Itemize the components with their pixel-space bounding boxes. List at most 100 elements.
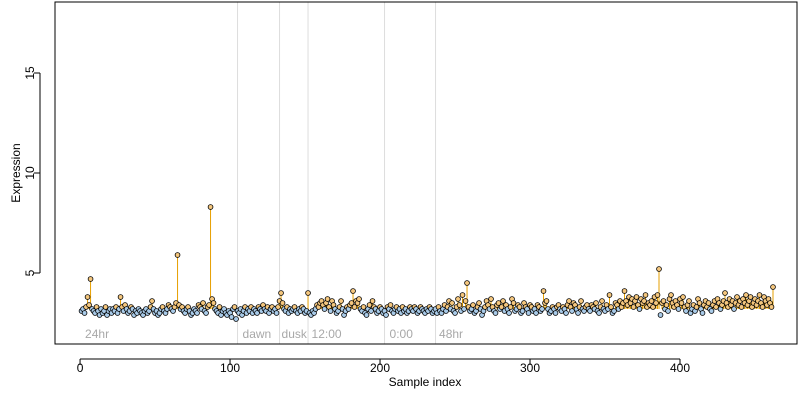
point — [540, 288, 547, 294]
point — [683, 308, 689, 314]
point — [650, 304, 656, 310]
x-tick-label: 300 — [520, 361, 540, 375]
point — [350, 288, 356, 294]
point — [356, 296, 362, 302]
point — [525, 310, 532, 316]
plot-box — [54, 1, 798, 345]
point — [81, 310, 88, 316]
point — [731, 306, 737, 312]
point — [575, 310, 581, 316]
point — [680, 294, 686, 300]
point — [348, 300, 355, 306]
point — [770, 284, 776, 290]
point — [743, 292, 749, 298]
point — [552, 310, 559, 316]
point — [642, 292, 649, 298]
point — [611, 308, 617, 314]
point — [383, 312, 389, 318]
point — [228, 314, 235, 320]
point — [492, 310, 499, 316]
annotation: 0:00 — [390, 327, 414, 341]
x-tick-label: 400 — [670, 361, 690, 375]
point — [368, 308, 374, 314]
point — [543, 298, 550, 304]
point — [641, 298, 647, 304]
point — [275, 304, 281, 310]
point — [656, 266, 662, 272]
annotation: 48hr — [439, 327, 463, 341]
point — [102, 304, 109, 310]
point — [216, 304, 223, 310]
point — [675, 306, 682, 312]
point — [363, 312, 370, 318]
point — [660, 298, 667, 304]
point — [539, 306, 545, 312]
point — [696, 300, 703, 306]
point — [747, 294, 754, 300]
point — [360, 304, 367, 310]
point — [366, 302, 373, 308]
point — [495, 300, 502, 306]
x-axis-label: Sample index — [389, 375, 462, 389]
point — [756, 292, 763, 298]
point — [516, 304, 523, 310]
point — [648, 298, 655, 304]
point — [606, 292, 613, 298]
point — [633, 294, 640, 300]
point — [476, 300, 482, 306]
point — [759, 304, 766, 310]
point — [636, 306, 643, 312]
point — [86, 302, 92, 308]
point — [338, 298, 344, 304]
point — [507, 304, 514, 310]
point — [462, 298, 469, 304]
point — [708, 308, 715, 314]
point — [207, 204, 214, 210]
point — [464, 280, 470, 286]
point — [149, 298, 155, 304]
point — [653, 300, 659, 306]
point — [533, 310, 539, 316]
point — [324, 296, 331, 302]
point — [654, 292, 661, 298]
point — [231, 304, 238, 310]
y-tick-label: 5 — [23, 269, 37, 276]
point — [461, 306, 467, 312]
point — [608, 304, 614, 310]
point — [569, 308, 575, 314]
annotation: 24hr — [85, 327, 109, 341]
point — [566, 298, 572, 304]
point — [449, 300, 455, 306]
point — [459, 292, 466, 298]
point — [668, 292, 674, 298]
point — [678, 300, 685, 306]
point — [587, 308, 593, 314]
point — [194, 310, 200, 316]
point — [117, 294, 124, 300]
x-tick-label: 0 — [77, 361, 84, 375]
point — [630, 304, 637, 310]
point — [596, 310, 602, 316]
point — [519, 308, 526, 314]
point — [488, 296, 494, 302]
annotation: 12:00 — [312, 327, 342, 341]
y-tick-label: 10 — [23, 166, 37, 180]
point — [657, 312, 664, 318]
point — [278, 290, 284, 296]
point — [578, 298, 584, 304]
point — [693, 304, 700, 310]
point — [200, 300, 206, 306]
point — [722, 290, 728, 296]
point — [273, 310, 280, 316]
point — [768, 304, 775, 310]
point — [327, 308, 334, 314]
point — [87, 276, 94, 282]
y-tick-label: 15 — [23, 66, 37, 80]
point — [663, 302, 670, 308]
point — [593, 300, 599, 306]
annotation: dawn — [243, 327, 272, 341]
point — [470, 302, 476, 308]
point — [369, 298, 376, 304]
point — [705, 300, 712, 306]
point — [203, 310, 209, 316]
